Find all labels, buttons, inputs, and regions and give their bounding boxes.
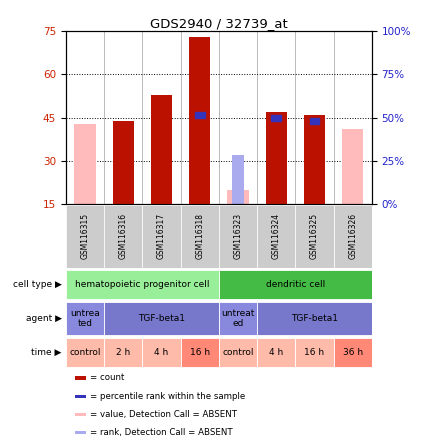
Bar (75, 431, 86, 434)
Bar (75, 395, 86, 398)
Text: 2 h: 2 h (116, 348, 130, 357)
Bar (257, 338, 295, 368)
Bar (232, 155, 244, 205)
Text: time ▶: time ▶ (31, 348, 62, 357)
Bar (75, 413, 86, 416)
Bar (257, 302, 372, 335)
Text: GSM116315: GSM116315 (80, 214, 90, 259)
Bar (271, 115, 281, 121)
Bar (66, 270, 219, 299)
Text: GSM116323: GSM116323 (233, 214, 243, 259)
Text: = count: = count (91, 373, 125, 382)
Bar (195, 112, 205, 118)
Text: 16 h: 16 h (304, 348, 325, 357)
Text: = value, Detection Call = ABSENT: = value, Detection Call = ABSENT (91, 410, 237, 419)
Bar (219, 338, 257, 368)
Bar (113, 121, 134, 205)
Text: = percentile rank within the sample: = percentile rank within the sample (91, 392, 246, 401)
Text: hematopoietic progenitor cell: hematopoietic progenitor cell (75, 280, 210, 289)
Bar (74, 123, 96, 205)
Bar (219, 302, 257, 335)
Title: GDS2940 / 32739_at: GDS2940 / 32739_at (150, 17, 288, 30)
Text: GSM116325: GSM116325 (310, 214, 319, 259)
Text: GSM116318: GSM116318 (195, 214, 204, 259)
Bar (151, 95, 172, 205)
Text: TGF-beta1: TGF-beta1 (138, 314, 185, 323)
Bar (181, 205, 219, 268)
Bar (257, 205, 295, 268)
Text: TGF-beta1: TGF-beta1 (291, 314, 338, 323)
Text: cell type ▶: cell type ▶ (13, 280, 62, 289)
Text: GSM116317: GSM116317 (157, 214, 166, 259)
Bar (304, 115, 325, 205)
Bar (189, 37, 210, 205)
Text: dendritic cell: dendritic cell (266, 280, 325, 289)
Bar (266, 112, 287, 205)
Bar (219, 205, 257, 268)
Text: GSM116326: GSM116326 (348, 214, 357, 259)
Text: agent ▶: agent ▶ (26, 314, 62, 323)
Bar (334, 205, 372, 268)
Text: 4 h: 4 h (154, 348, 169, 357)
Text: control: control (222, 348, 254, 357)
Bar (142, 338, 181, 368)
Bar (309, 118, 320, 123)
Bar (104, 205, 142, 268)
Bar (334, 338, 372, 368)
Bar (66, 338, 104, 368)
Bar (104, 338, 142, 368)
Bar (342, 129, 363, 205)
Text: 4 h: 4 h (269, 348, 283, 357)
Text: untrea
ted: untrea ted (70, 309, 100, 328)
Text: GSM116324: GSM116324 (272, 214, 281, 259)
Bar (227, 190, 249, 205)
Bar (66, 205, 104, 268)
Text: control: control (69, 348, 101, 357)
Bar (75, 377, 86, 380)
Text: = rank, Detection Call = ABSENT: = rank, Detection Call = ABSENT (91, 428, 233, 437)
Bar (219, 270, 372, 299)
Bar (142, 205, 181, 268)
Text: 36 h: 36 h (343, 348, 363, 357)
Text: 16 h: 16 h (190, 348, 210, 357)
Text: untreat
ed: untreat ed (221, 309, 255, 328)
Bar (104, 302, 219, 335)
Bar (295, 205, 334, 268)
Bar (66, 302, 104, 335)
Text: GSM116316: GSM116316 (119, 214, 128, 259)
Bar (181, 338, 219, 368)
Bar (295, 338, 334, 368)
